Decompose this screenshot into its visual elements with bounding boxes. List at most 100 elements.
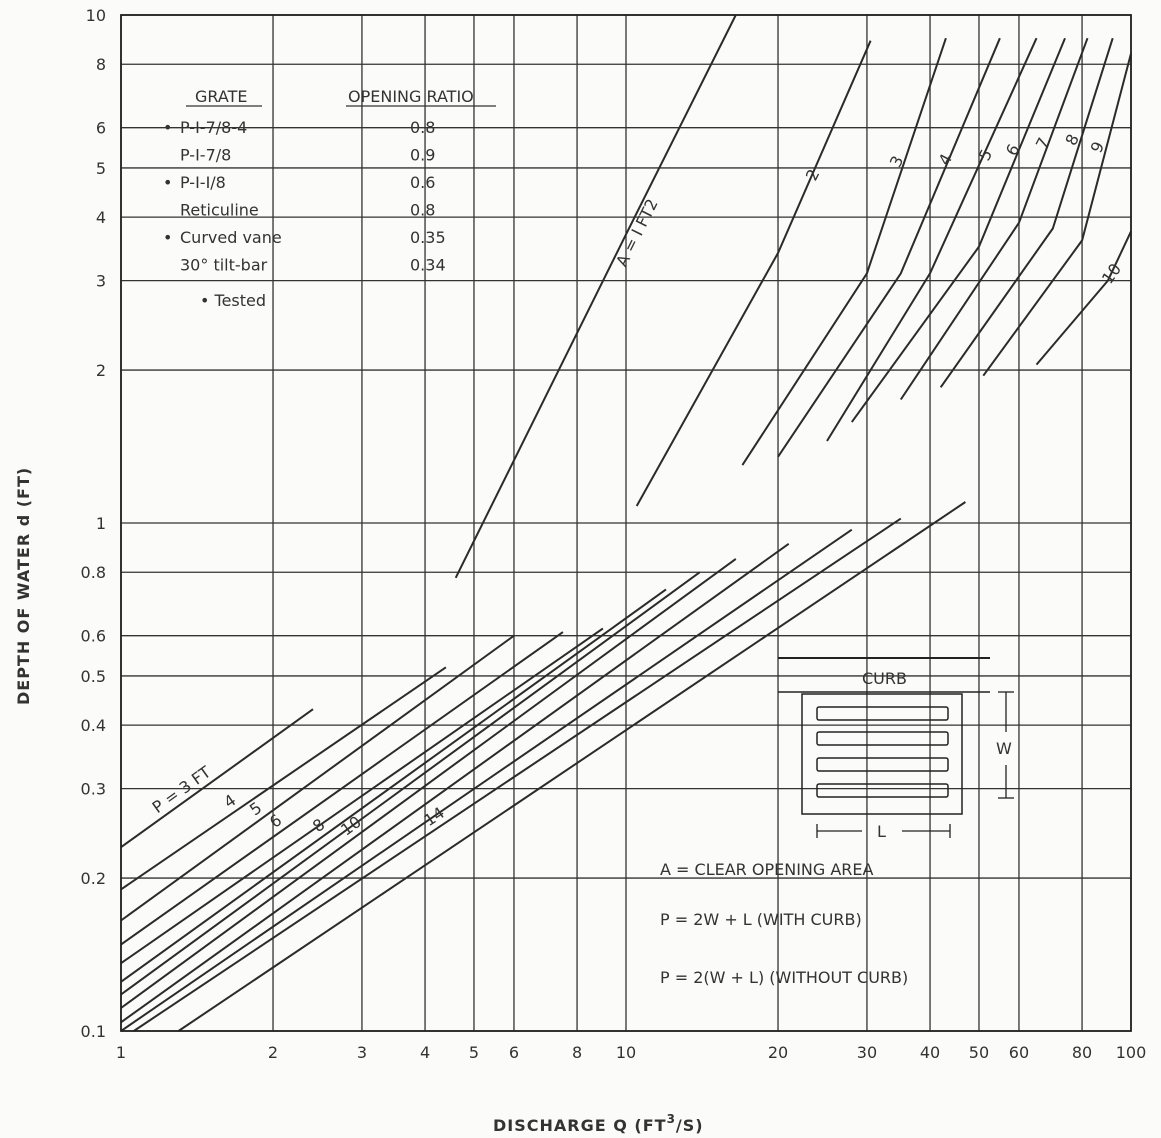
x-tick-label: 5	[469, 1043, 479, 1062]
legend-opening-ratio: 0.34	[410, 256, 446, 275]
x-tick-label: 100	[1116, 1043, 1147, 1062]
perimeter-curve	[120, 634, 515, 922]
x-tick-label: 4	[420, 1043, 430, 1062]
perimeter-curve	[120, 528, 853, 1032]
perimeter-curve	[120, 708, 314, 849]
area-curve	[777, 37, 1001, 458]
x-tick-label: 2	[268, 1043, 278, 1062]
area-curve	[635, 40, 872, 507]
tested-marker: •	[163, 228, 172, 247]
y-tick-label: 0.6	[81, 627, 106, 646]
x-tick-label: 40	[920, 1043, 940, 1062]
x-tick-label: 10	[616, 1043, 636, 1062]
area-curve	[850, 37, 1066, 423]
perimeter-curve	[120, 627, 604, 965]
legend-footnote: • Tested	[200, 291, 266, 310]
tested-marker: •	[163, 118, 172, 137]
legend-opening-ratio: 0.8	[410, 201, 435, 220]
grid-lines	[120, 14, 1132, 1032]
legend-grate-name: 30° tilt-bar	[180, 256, 268, 275]
x-tick-label: 60	[1009, 1043, 1029, 1062]
legend-grate-name: Curved vane	[180, 228, 282, 247]
x-tick-label: 20	[768, 1043, 788, 1062]
legend-header-grate: GRATE	[195, 87, 247, 106]
y-tick-label: 10	[86, 6, 106, 25]
legend-grate-name: P-I-7/8-4	[180, 118, 247, 137]
l-dimension-label: L	[877, 822, 886, 841]
perimeter-curve-label: P = 3 FT	[149, 762, 215, 817]
grate-inset-diagram: CURB W L	[778, 657, 1014, 841]
x-tick-label: 30	[857, 1043, 877, 1062]
perimeter-curve	[120, 588, 667, 983]
curves	[120, 14, 1132, 1032]
y-tick-label: 8	[96, 55, 106, 74]
area-curve	[1035, 230, 1132, 366]
tested-marker: •	[163, 173, 172, 192]
y-tick-label: 0.2	[81, 869, 106, 888]
legend-grate-name: P-I-I/8	[180, 173, 226, 192]
grate-legend: GRATE OPENING RATIO • P-I-7/8-4 0.8 P-I-7/8…	[163, 87, 496, 310]
y-tick-label: 0.3	[81, 780, 106, 799]
x-tick-labels: 1 2 3 4 5 6 8 10 20 30 40 50 60 80 100	[116, 1043, 1146, 1062]
area-curve	[741, 37, 947, 466]
perimeter-curve	[177, 501, 966, 1032]
definitions: A = CLEAR OPENING AREA P = 2W + L (WITH …	[660, 860, 908, 987]
legend-opening-ratio: 0.8	[410, 118, 435, 137]
perimeter-curve-label: 6	[266, 810, 285, 831]
area-curve-label: 4	[934, 150, 956, 168]
perimeter-curve-label: 4	[220, 790, 239, 811]
area-curve-label: 2	[802, 166, 824, 184]
y-tick-label: 5	[96, 159, 106, 178]
legend-opening-ratio: 0.9	[410, 146, 435, 165]
area-curve-label: A = I FT2	[612, 196, 662, 270]
y-tick-label: 4	[96, 208, 106, 227]
legend-opening-ratio: 0.6	[410, 173, 435, 192]
area-curve	[454, 14, 737, 579]
legend-grate-name: P-I-7/8	[180, 146, 231, 165]
area-curve-label: 10	[1098, 260, 1125, 288]
area-curve	[899, 37, 1089, 401]
y-tick-label: 0.4	[81, 716, 106, 735]
area-curve-label: 6	[1002, 141, 1024, 159]
y-tick-label: 6	[96, 119, 106, 138]
legend-grate-name: Reticuline	[180, 201, 259, 220]
y-tick-labels: 0.1 0.2 0.3 0.4 0.5 0.6 0.8 1 2 3 4 5 6 8 10	[81, 6, 106, 1041]
y-tick-label: 0.5	[81, 667, 106, 686]
legend-header-ratio: OPENING RATIO	[348, 87, 474, 106]
perimeter-curve	[120, 558, 737, 1009]
area-curve	[939, 37, 1114, 388]
x-tick-label: 8	[572, 1043, 582, 1062]
x-tick-label: 6	[509, 1043, 519, 1062]
x-tick-label: 3	[357, 1043, 367, 1062]
definition-area: A = CLEAR OPENING AREA	[660, 860, 874, 879]
perimeter-curve-label: 8	[309, 815, 328, 836]
perimeter-curve	[120, 631, 564, 946]
perimeter-curve	[133, 517, 902, 1032]
x-tick-label: 1	[116, 1043, 126, 1062]
definition-perimeter-curb: P = 2W + L (WITH CURB)	[660, 910, 862, 929]
area-curve	[982, 53, 1132, 377]
w-dimension-label: W	[996, 739, 1012, 758]
y-tick-label: 3	[96, 272, 106, 291]
curb-label: CURB	[862, 669, 907, 688]
area-curve-label: 8	[1061, 131, 1083, 149]
area-curve	[826, 37, 1038, 442]
perimeter-curve	[120, 571, 701, 996]
definition-perimeter-no-curb: P = 2(W + L) (WITHOUT CURB)	[660, 968, 908, 987]
y-tick-label: 0.8	[81, 563, 106, 582]
y-tick-label: 0.1	[81, 1022, 106, 1041]
perimeter-curve-label: 10	[337, 812, 365, 839]
x-axis-label: DISCHARGE Q (FT3/S)	[493, 1112, 704, 1135]
area-curve-label: 9	[1087, 139, 1109, 156]
y-axis-label: DEPTH OF WATER d (FT)	[14, 467, 33, 705]
legend-opening-ratio: 0.35	[410, 228, 446, 247]
x-tick-label: 50	[969, 1043, 989, 1062]
perimeter-curve-label: 5	[246, 798, 265, 819]
x-tick-label: 80	[1072, 1043, 1092, 1062]
plot-frame	[120, 14, 1132, 1032]
perimeter-curve	[120, 542, 790, 1024]
y-tick-label: 2	[96, 361, 106, 380]
y-tick-label: 1	[96, 514, 106, 533]
perimeter-curve	[120, 666, 447, 891]
